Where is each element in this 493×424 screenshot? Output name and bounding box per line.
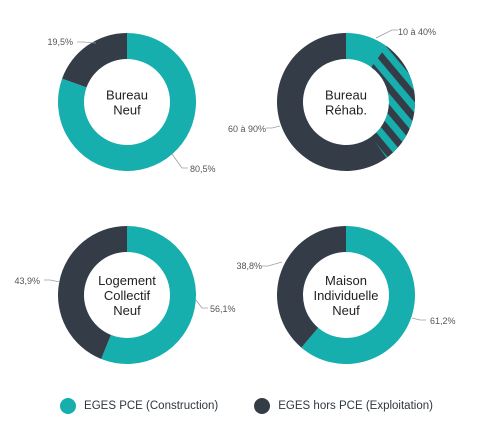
donut-center-label: Neuf [113,103,141,118]
donut-slice-construction [301,226,416,365]
legend-label-construction: EGES PCE (Construction) [84,400,219,412]
donut-center-label: Neuf [113,303,141,318]
donut-center-label: Collectif [104,288,151,303]
donut-center-label: Bureau [325,88,367,103]
donut-center-label: Maison [325,273,367,288]
leader-line-exploitation [44,279,61,283]
donut-slice-exploitation [62,33,128,88]
legend-item-construction: EGES PCE (Construction) [60,398,218,414]
leader-line-construction [375,29,398,39]
donut-slice-construction [101,226,197,364]
donut-slice-range-hatch [371,46,416,158]
donut-center-label: Neuf [332,303,360,318]
leader-line-construction [171,153,188,169]
value-label-construction: 10 à 40% [398,27,436,37]
donut-center-label: Logement [98,273,156,288]
value-label-exploitation: 38,8% [236,261,262,271]
legend-label-exploitation: EGES hors PCE (Exploitation) [278,400,433,412]
donut-slice-exploitation [277,226,346,348]
donut-slice-construction [346,33,387,68]
donut-center-label: Individuelle [313,288,378,303]
legend-swatch-construction [60,398,77,414]
value-label-exploitation: 60 à 90% [228,124,266,134]
legend: EGES PCE (Construction) EGES hors PCE (E… [0,398,493,414]
value-label-exploitation: 43,9% [14,276,40,286]
donut-center-label: Réhab. [325,103,367,118]
donut-center-label: Bureau [106,88,148,103]
donut-slice-construction [57,33,197,172]
value-label-exploitation: 19,5% [47,37,73,47]
legend-item-exploitation: EGES hors PCE (Exploitation) [254,398,433,414]
donut-slice-exploitation [58,226,127,359]
legend-swatch-exploitation [254,398,271,414]
value-label-construction: 56,1% [210,304,236,314]
leader-line-exploitation [77,41,97,44]
leader-line-exploitation [262,261,283,267]
leader-line-exploitation [266,125,281,129]
leader-line-construction [411,317,426,321]
value-label-construction: 80,5% [190,164,216,174]
leader-line-construction [195,299,208,309]
value-label-construction: 61,2% [430,316,456,326]
